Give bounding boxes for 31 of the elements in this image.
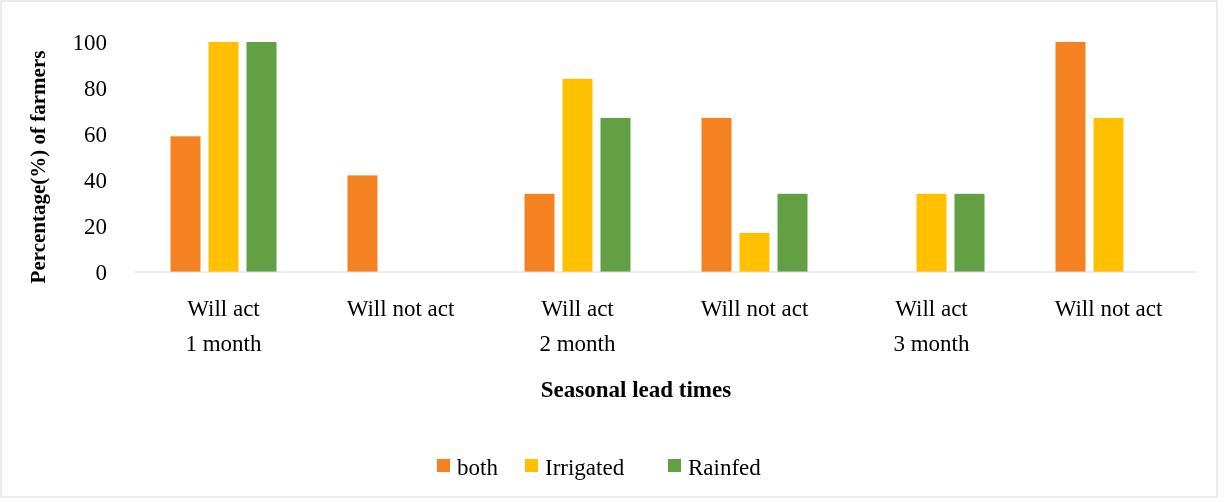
x-axis-title: Seasonal lead times	[540, 377, 732, 402]
x-tick-label: Will not act	[700, 296, 809, 321]
x-tick-label: Will act 2 month	[539, 296, 617, 356]
x-tick-label: Will act 3 month	[893, 296, 971, 356]
bar	[1093, 117, 1124, 272]
bar	[1055, 42, 1086, 272]
y-tick-label: 60	[84, 121, 107, 147]
bar	[246, 42, 277, 272]
legend-label: Rainfed	[688, 454, 762, 480]
legend-label: Irrigated	[545, 454, 625, 480]
y-tick-label: 0	[95, 259, 107, 285]
bar	[777, 193, 808, 272]
bar	[701, 117, 732, 272]
x-tick-label: Will not act	[346, 296, 455, 321]
y-tick-label: 100	[72, 29, 107, 55]
bar	[562, 78, 593, 272]
legend-label: both	[457, 454, 499, 480]
bar	[600, 117, 631, 272]
x-tick-label: Will not act	[1054, 296, 1163, 321]
y-tick-label: 40	[84, 167, 107, 193]
x-tick-label: Will act 1 month	[185, 296, 263, 356]
bar	[208, 42, 239, 272]
bar	[524, 193, 555, 272]
bar	[916, 193, 947, 272]
y-tick-label: 20	[84, 213, 107, 239]
bar	[954, 193, 985, 272]
y-axis-title: Percentage(%) of farmers	[26, 50, 50, 284]
bar	[170, 136, 201, 272]
y-tick-label: 80	[84, 75, 107, 101]
bar	[739, 232, 770, 272]
bar	[347, 175, 378, 272]
